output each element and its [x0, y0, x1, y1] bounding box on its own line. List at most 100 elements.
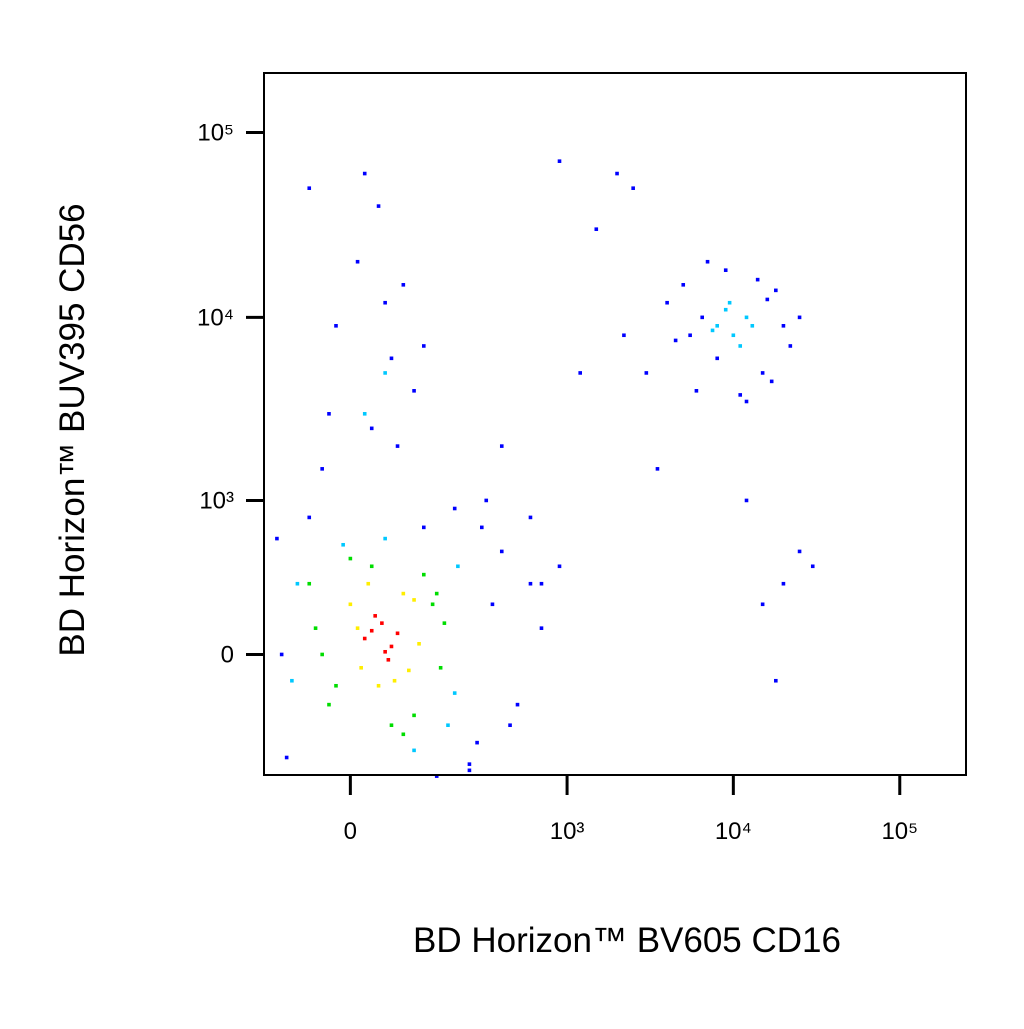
data-point: [284, 755, 289, 760]
data-point: [355, 626, 360, 630]
data-point: [389, 356, 394, 361]
points: [275, 159, 815, 778]
data-point: [421, 344, 426, 348]
data-point: [348, 602, 353, 607]
data-point: [376, 204, 381, 208]
data-point: [797, 315, 802, 320]
y-tick-label: 10⁴: [197, 304, 234, 331]
x-tick-label: 0: [344, 818, 357, 845]
data-point: [769, 379, 774, 384]
data-point: [334, 683, 338, 688]
x-axis-title: BD Horizon™ BV605 CD16: [413, 921, 841, 960]
data-point: [383, 371, 387, 375]
data-point: [631, 186, 635, 190]
data-point: [355, 259, 360, 264]
data-point: [456, 564, 460, 569]
y-tick-label: 0: [221, 641, 234, 668]
data-point: [622, 333, 626, 338]
data-point: [467, 762, 472, 766]
data-point: [644, 371, 649, 375]
data-point: [362, 636, 367, 641]
data-point: [380, 621, 384, 625]
data-point: [307, 581, 312, 586]
data-point: [279, 652, 284, 657]
data-point: [744, 498, 749, 503]
data-point: [781, 581, 786, 586]
data-point: [295, 581, 300, 586]
data-point: [452, 691, 457, 695]
data-point: [705, 259, 710, 264]
data-point: [738, 344, 743, 348]
data-point: [313, 626, 318, 630]
data-point: [475, 740, 479, 745]
data-point: [373, 614, 377, 618]
data-point: [515, 702, 520, 707]
data-point: [744, 399, 749, 404]
data-point: [774, 288, 778, 293]
data-point: [710, 328, 715, 333]
data-point: [499, 444, 504, 448]
data-point: [327, 702, 331, 707]
data-point: [750, 324, 755, 328]
data-point: [539, 626, 544, 630]
x-tick-label: 10⁵: [881, 818, 918, 845]
data-point: [673, 338, 678, 343]
data-point: [369, 564, 374, 569]
data-point: [760, 371, 765, 375]
data-point: [438, 665, 443, 670]
data-point: [727, 300, 732, 305]
data-point: [539, 581, 544, 586]
data-point: [401, 283, 406, 287]
data-point: [557, 159, 562, 163]
data-point: [781, 324, 786, 328]
data-point: [412, 598, 416, 602]
data-point: [401, 732, 406, 737]
data-point: [369, 426, 374, 431]
data-point: [467, 768, 472, 773]
data-point: [655, 467, 660, 471]
y-tick-label: 10³: [199, 487, 234, 514]
data-point: [430, 602, 435, 607]
data-point: [341, 542, 345, 547]
data-point: [383, 649, 387, 654]
data-point: [376, 683, 381, 688]
data-point: [412, 389, 416, 393]
data-point: [412, 748, 416, 753]
data-point: [434, 774, 439, 778]
data-point: [452, 506, 457, 511]
data-point: [395, 631, 400, 636]
data-point: [389, 644, 394, 649]
data-point: [446, 723, 450, 728]
data-point: [723, 268, 728, 272]
x-tick-label: 10³: [550, 818, 585, 845]
data-point: [810, 564, 815, 569]
data-point: [359, 665, 363, 670]
data-point: [760, 602, 765, 607]
data-point: [320, 467, 324, 471]
data-point: [442, 621, 447, 625]
data-point: [615, 171, 619, 176]
data-point: [723, 307, 728, 312]
data-point: [731, 333, 736, 338]
data-point: [392, 678, 397, 683]
data-point: [307, 515, 312, 520]
data-point: [421, 525, 426, 530]
data-point: [412, 713, 416, 718]
data-point: [348, 556, 353, 561]
data-point: [389, 723, 394, 728]
data-point: [688, 333, 692, 338]
data-point: [275, 536, 279, 541]
data-point: [788, 344, 793, 348]
data-point: [407, 668, 411, 673]
y-tick-label: 10⁵: [197, 120, 234, 147]
data-point: [755, 277, 760, 282]
data-point: [578, 371, 583, 375]
data-point: [366, 581, 371, 586]
data-point: [334, 324, 338, 328]
data-point: [383, 300, 387, 305]
data-point: [694, 389, 699, 393]
data-point: [594, 227, 599, 231]
data-point: [383, 536, 387, 541]
